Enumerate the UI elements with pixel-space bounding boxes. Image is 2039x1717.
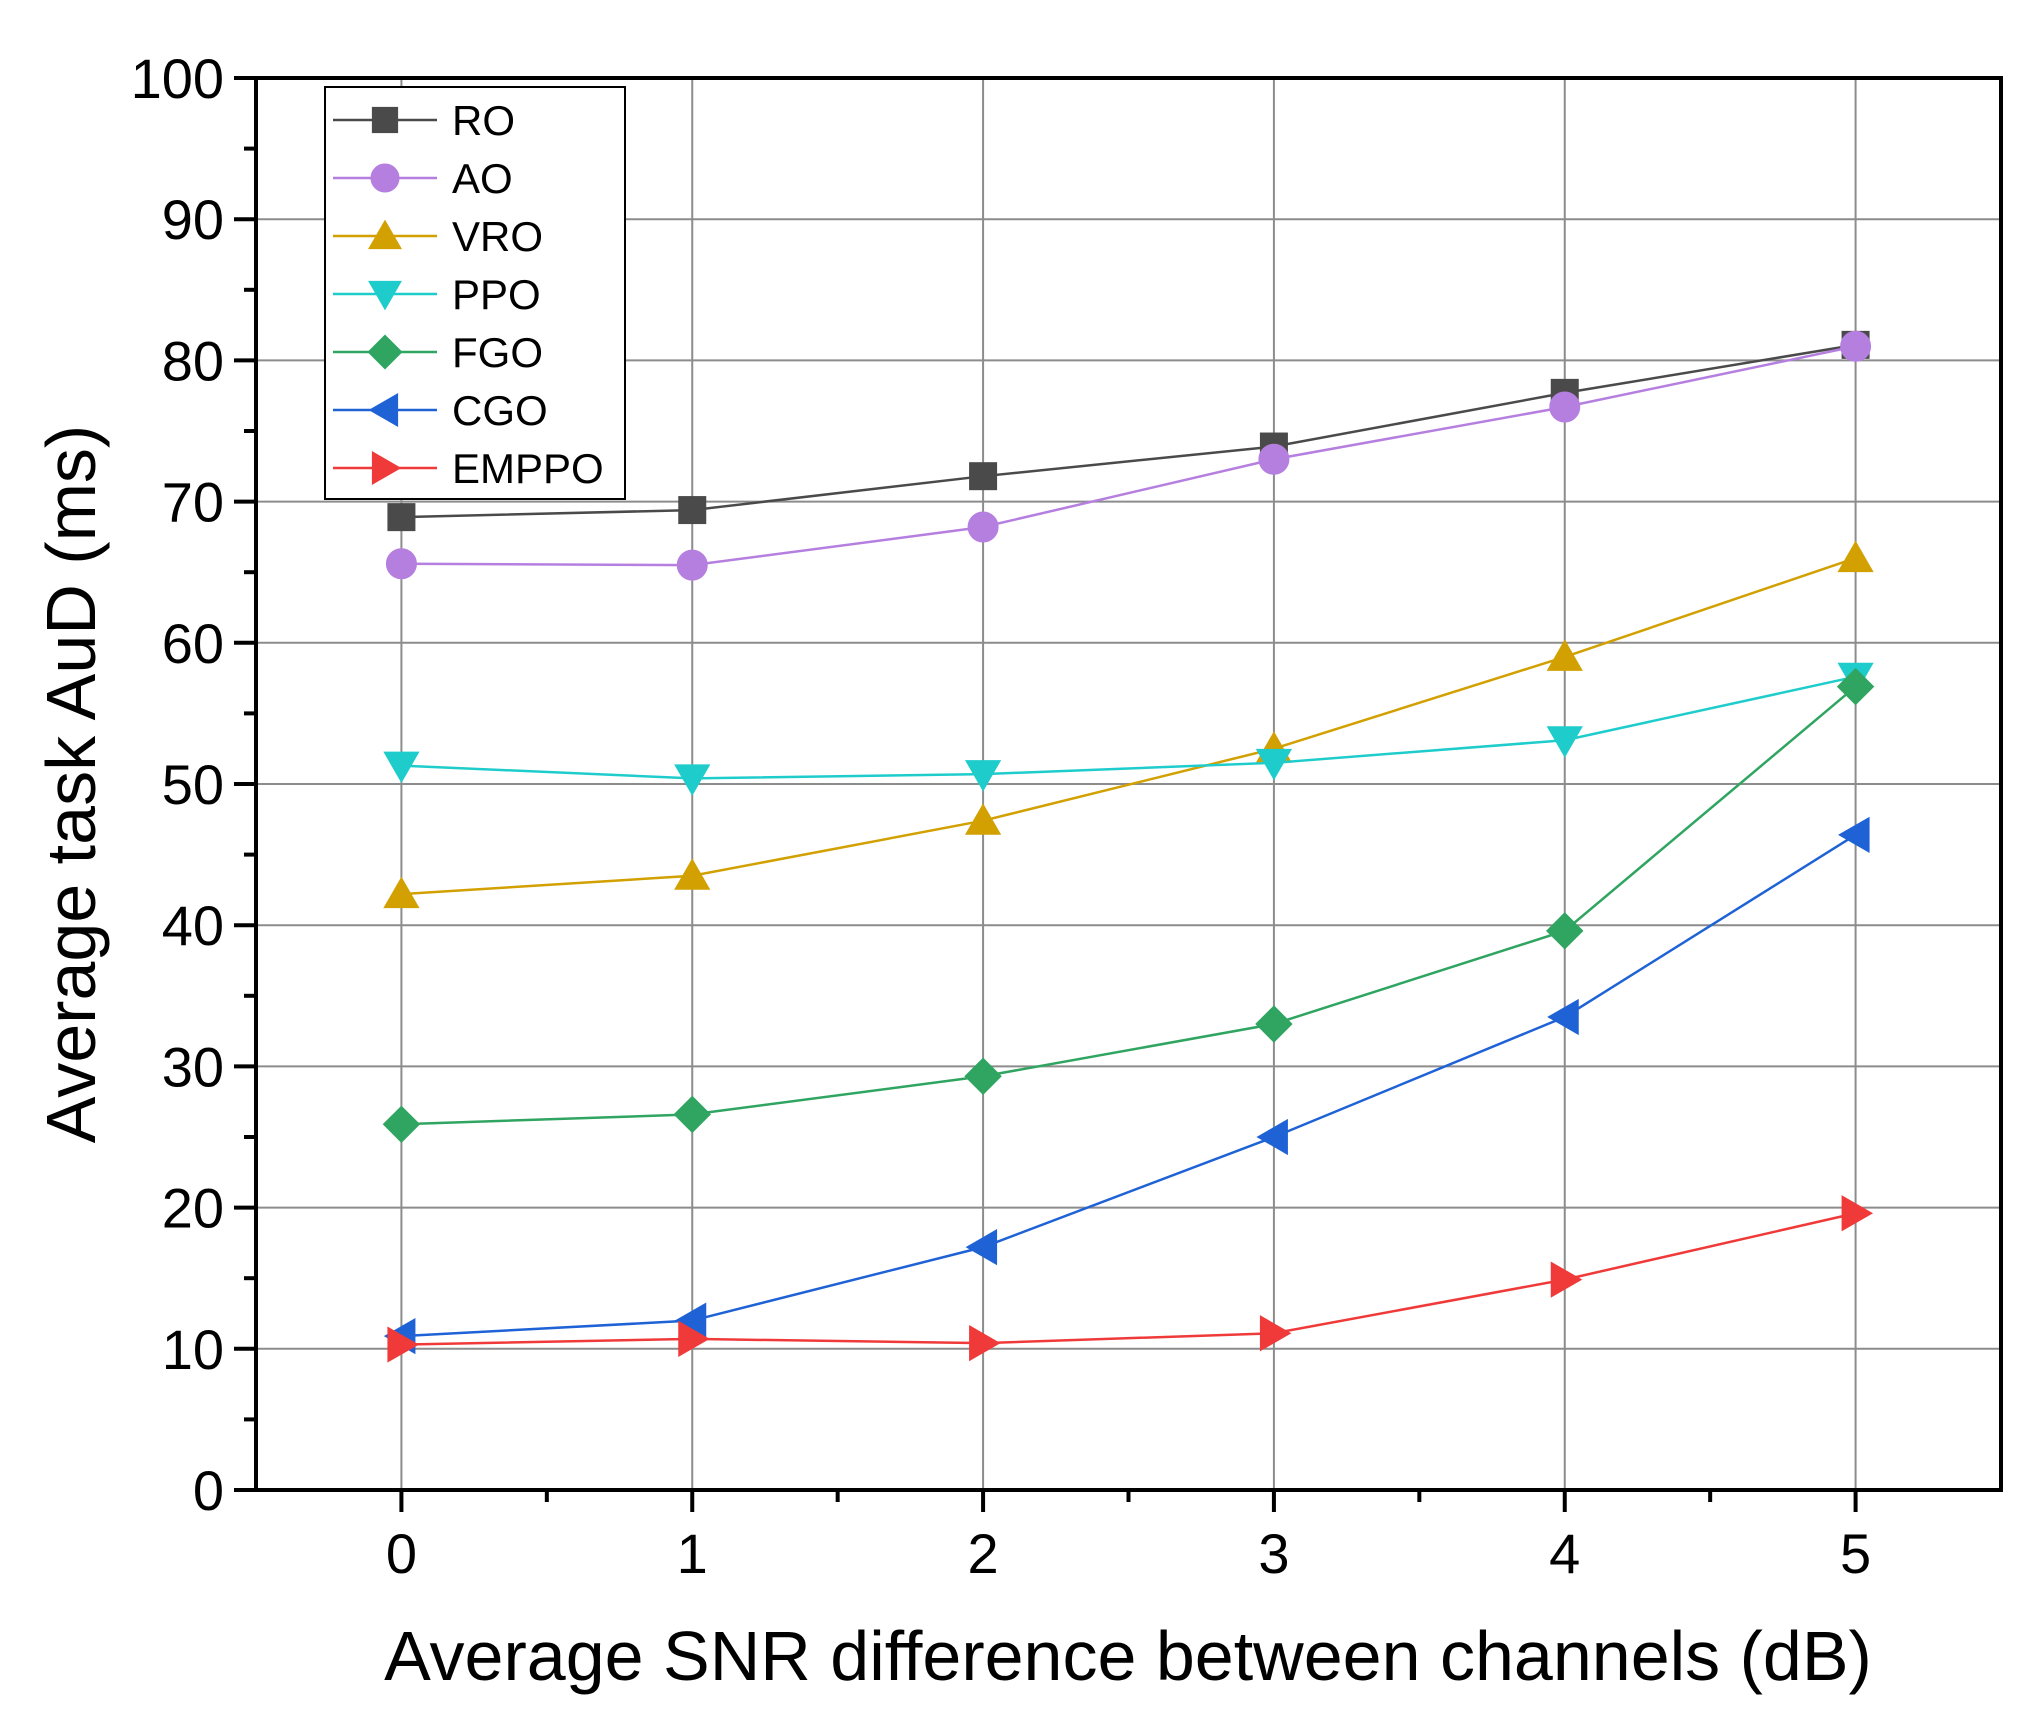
legend-marker-fgo [367,334,403,370]
legend-item-ao: AO [333,155,513,202]
series-ao [385,330,1872,581]
x-axis-title: Average SNR difference between channels … [384,1617,1872,1695]
data-point-ro [678,496,707,525]
legend-marker-vro [368,219,402,250]
data-point-emppo [1550,1261,1583,1298]
data-point-emppo [387,1326,419,1363]
series-fgo [382,667,1875,1143]
y-tick-label: 0 [193,1459,224,1522]
data-point-ppo [1255,748,1293,781]
data-point-ao [1840,330,1872,362]
legend-label: RO [452,97,515,144]
data-point-ao [385,548,417,580]
y-tick-label: 50 [162,753,224,816]
data-point-vro [1837,540,1874,573]
grid-layer [256,78,2001,1490]
legend-item-fgo: FGO [333,329,543,376]
legend-item-ppo: PPO [333,271,541,318]
legend: RO AO VRO PPO FGO CGO EMPPO [324,86,626,500]
y-tick-label: 100 [131,47,224,110]
series-line-ppo [401,675,1856,780]
series-line-emppo [401,1212,1856,1346]
y-tick-label: 10 [162,1318,224,1381]
legend-item-ro: RO [333,97,515,144]
data-point-vro [674,858,711,890]
data-point-fgo [964,1057,1002,1095]
legend-item-cgo: CGO [333,387,548,434]
data-point-ao [967,511,999,543]
data-point-cgo [1838,816,1870,853]
data-point-fgo [1255,1005,1293,1043]
legend-marker-cgo [368,393,399,427]
data-point-fgo [1836,667,1875,706]
y-tick-label: 80 [162,329,224,392]
plot-frame [254,76,2003,1492]
y-tick-label: 90 [162,188,224,251]
x-tick-label: 2 [968,1522,999,1585]
data-point-emppo [678,1320,710,1358]
data-point-cgo [965,1229,998,1266]
data-point-vro [1546,639,1583,671]
legend-marker-emppo [371,451,402,485]
data-point-ppo [964,760,1002,792]
series-line-cgo [401,833,1857,1338]
data-point-cgo [1256,1118,1288,1156]
legend-label: CGO [452,387,548,434]
series-layer [382,330,1875,1363]
data-point-emppo [969,1325,1001,1362]
x-tick-label: 0 [386,1522,417,1585]
data-point-vro [964,803,1002,835]
legend-marker-ppo [368,280,402,311]
x-tick-label: 4 [1549,1522,1580,1585]
data-point-fgo [1546,912,1584,950]
data-point-ao [1549,391,1581,423]
legend-marker-ro [371,106,399,134]
legend-item-vro: VRO [333,213,543,260]
data-point-cgo [1547,998,1579,1036]
legend-item-emppo: EMPPO [333,445,604,492]
series-emppo [387,1195,1874,1363]
data-point-fgo [673,1095,711,1134]
series-vro [383,540,1874,909]
y-axis-title: Average task AuD (ms) [32,425,110,1143]
series-line-ro [401,343,1856,519]
y-tick-label: 70 [162,471,224,534]
y-tick-label: 40 [162,894,224,957]
y-tick-label: 30 [162,1035,224,1098]
legend-label: PPO [452,271,541,318]
legend-label: EMPPO [452,445,604,492]
series-line-fgo [401,685,1857,1126]
legend-label: AO [452,155,513,202]
data-point-ao [676,549,708,581]
data-point-ppo [674,764,711,796]
legend-label: VRO [452,213,543,260]
series-line-ao [401,345,1856,567]
data-point-vro [383,876,420,909]
data-point-ao [1258,443,1290,475]
series-line-vro [401,556,1856,896]
y-tick-label: 20 [162,1177,224,1240]
x-tick-label: 1 [677,1522,708,1585]
legend-label: FGO [452,329,543,376]
x-tick-label: 3 [1258,1522,1289,1585]
series-cgo [383,816,1870,1355]
data-point-emppo [1259,1315,1292,1352]
data-point-ppo [383,751,420,784]
data-point-ro [969,462,998,491]
data-point-emppo [1841,1195,1874,1232]
data-point-ppo [1546,726,1583,758]
y-tick-label: 60 [162,612,224,675]
legend-marker-ao [370,163,400,193]
data-point-fgo [382,1105,421,1143]
x-tick-label: 5 [1840,1522,1871,1585]
data-point-ro [387,503,416,532]
series-ppo [383,662,1874,796]
